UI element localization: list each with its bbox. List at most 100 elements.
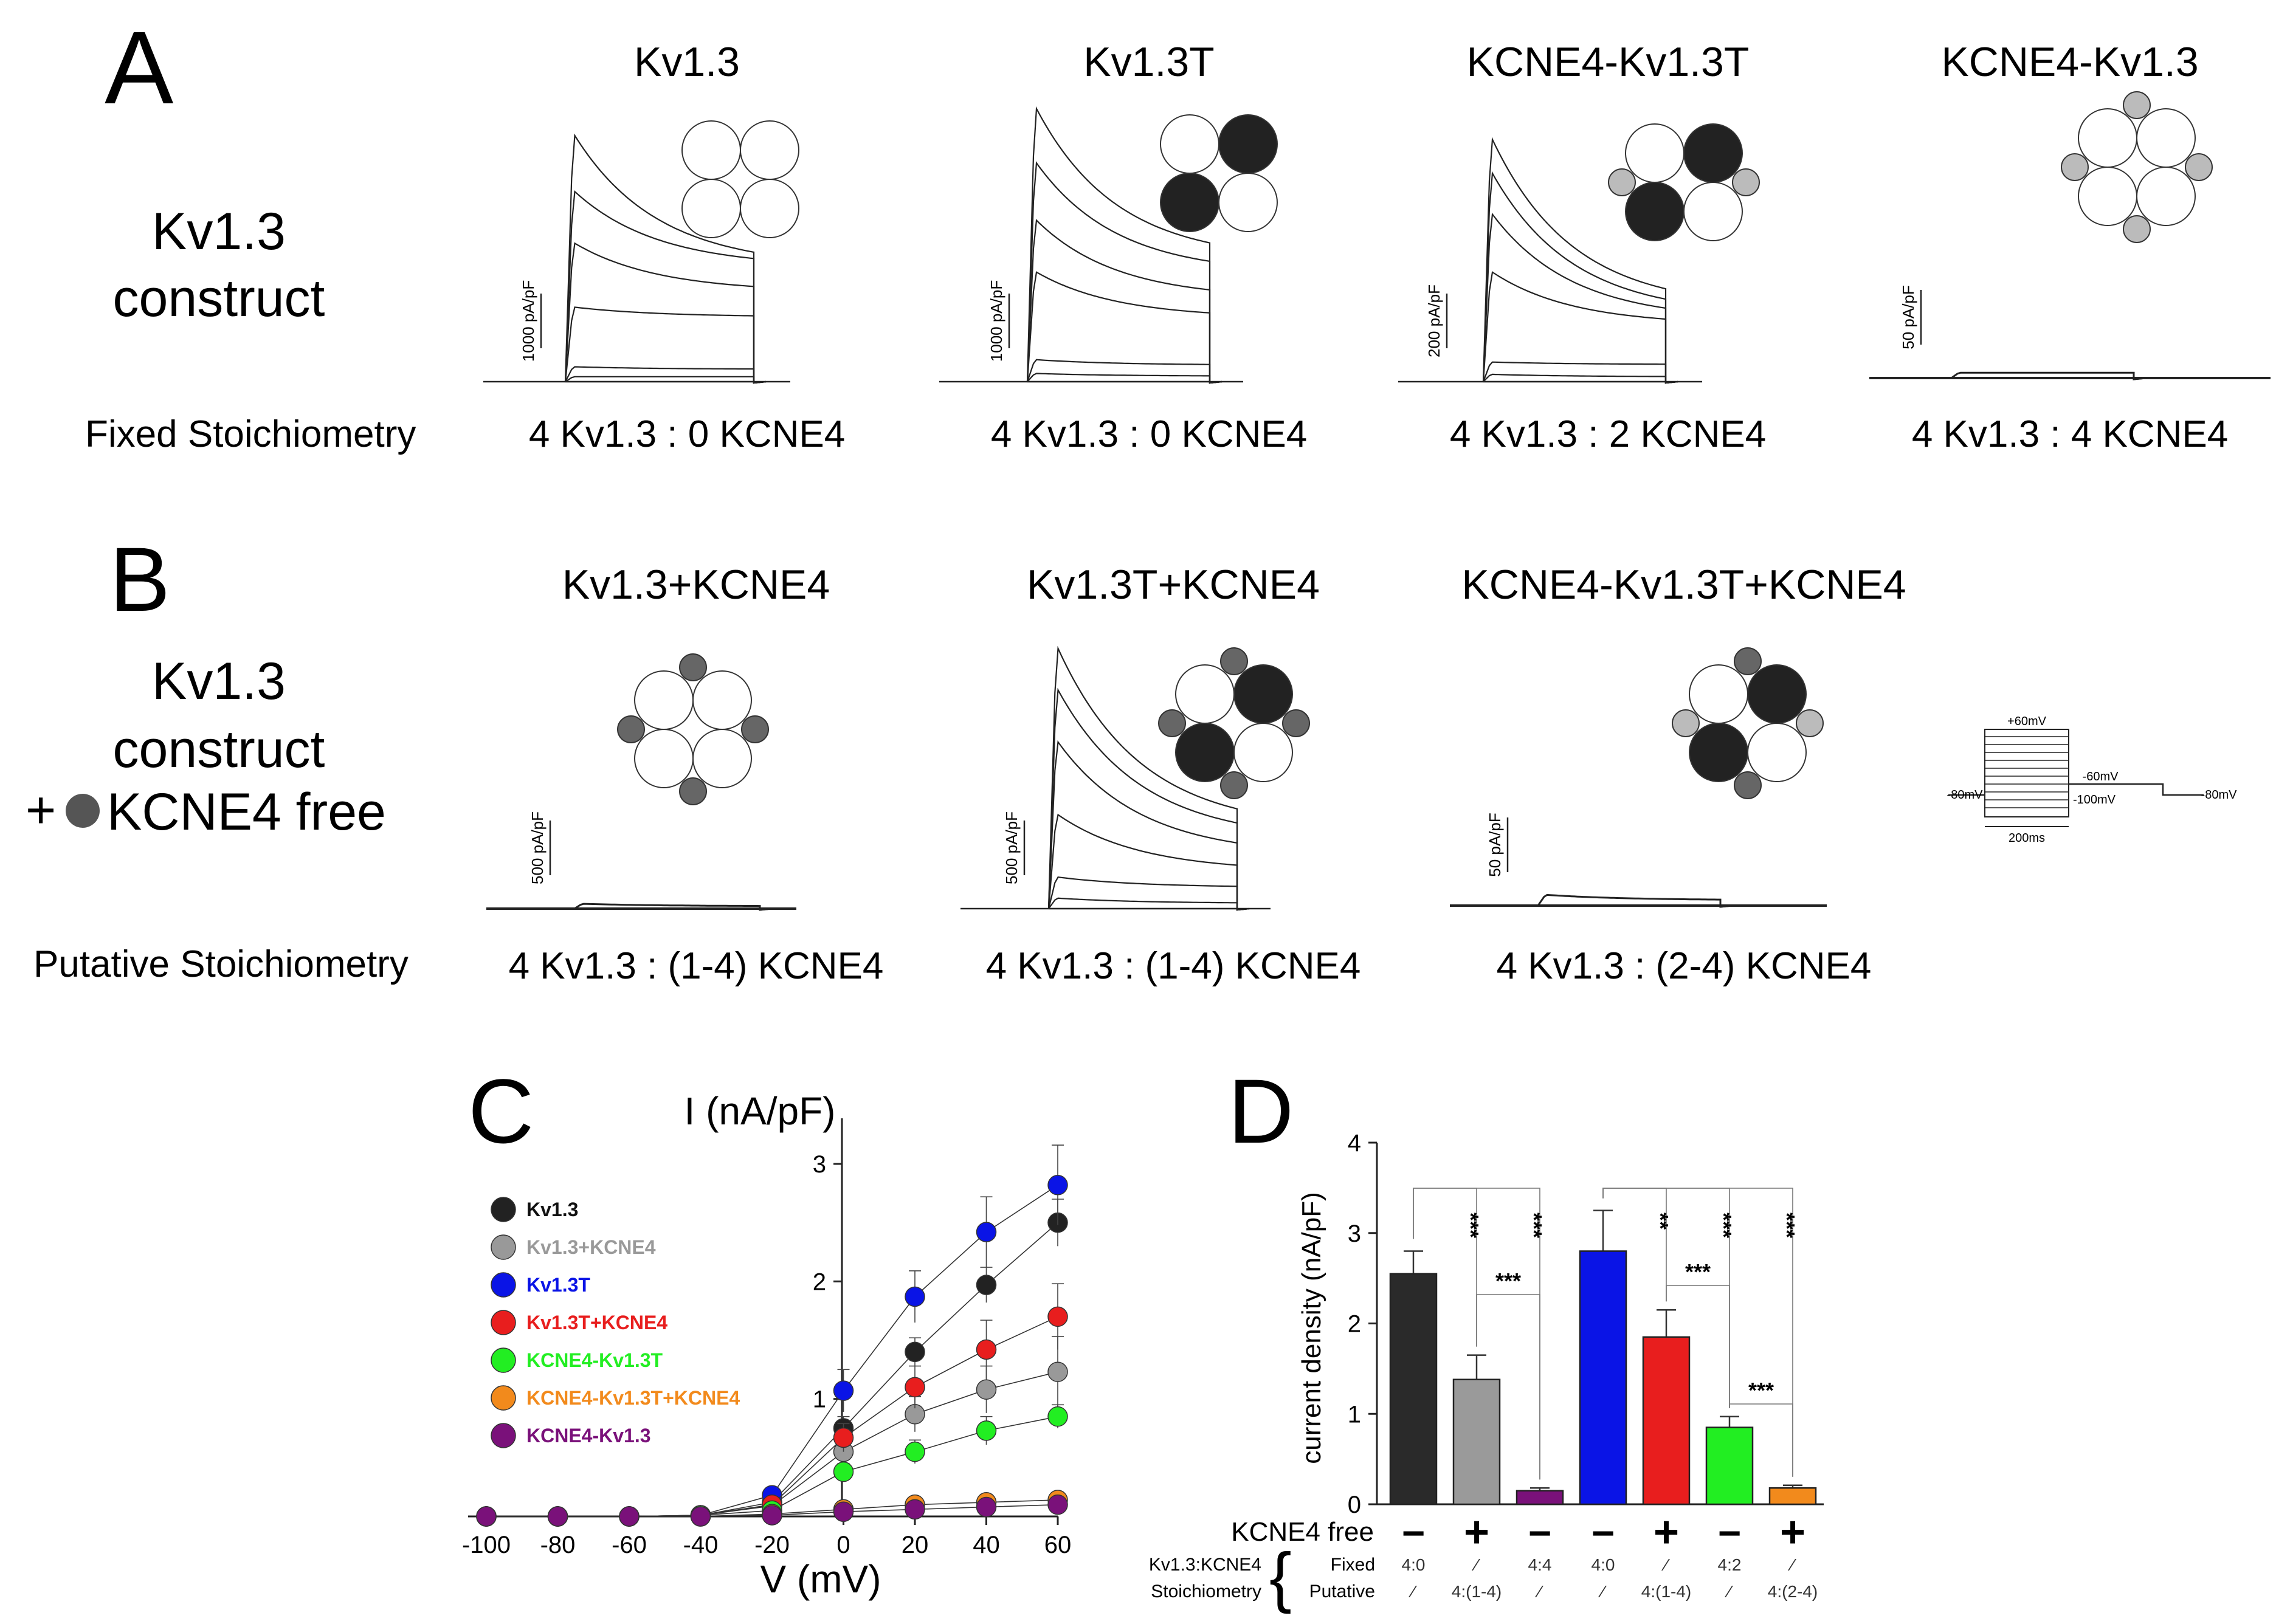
density-y-tick-label: 3 — [1348, 1220, 1361, 1247]
current-trace-a1-3 — [1026, 271, 1222, 384]
trace-title-a1: Kv1.3T — [1083, 39, 1214, 85]
kcne4-subunit-icon — [1732, 168, 1760, 196]
iv-point — [976, 1496, 997, 1518]
trace-panel-b0: Kv1.3+KCNE4 4 Kv1.3 : (1-4) KCNE4 500 pA/p… — [486, 562, 883, 987]
sig-label: *** — [1522, 1213, 1547, 1238]
current-trace-b0-5 — [574, 903, 773, 911]
current-trace-a0-5 — [565, 376, 767, 384]
current-trace-b2-6 — [1538, 904, 1733, 908]
iv-ylabel: I (nA/pF) — [685, 1089, 836, 1133]
row-label-stoichiometry: Stoichiometry — [1151, 1581, 1261, 1602]
trace-scale-label-b1: 500 pA/pF — [1002, 811, 1021, 884]
panel-b-row-label-1: Kv1.3 — [152, 652, 286, 710]
sig-bracket-2: *** — [1476, 1268, 1540, 1480]
fixed-stoich: 4:0 — [1591, 1555, 1615, 1574]
iv-point — [976, 1339, 997, 1360]
kcne4-free-sign: + — [1654, 1508, 1679, 1557]
current-trace-a1-5 — [1027, 373, 1222, 384]
panel-b-row-label-free: KCNE4 free — [107, 783, 386, 841]
trace-stoich-a0: 4 Kv1.3 : 0 KCNE4 — [529, 413, 845, 455]
iv-legend: Kv1.3 Kv1.3+KCNE4 Kv1.3T Kv1.3T+KCNE4 KCNE4-… — [491, 1197, 740, 1448]
kcne4-subunit-icon — [1282, 709, 1310, 737]
sig-label: *** — [1774, 1213, 1799, 1238]
legend-marker — [491, 1385, 516, 1411]
panel-b-row-label-2: construct — [113, 720, 325, 779]
iv-point — [619, 1506, 640, 1527]
trace-scale-label-b2: 50 pA/pF — [1486, 813, 1504, 877]
protocol-vtail: -60mV — [2083, 770, 2119, 783]
iv-x-tick-label: 0 — [836, 1532, 850, 1558]
row-label-putative: Putative — [1309, 1581, 1375, 1602]
kcne4-subunit-icon — [2123, 215, 2151, 243]
protocol-duration: 200ms — [2009, 831, 2045, 845]
panel-a-stoich-label: Fixed Stoichiometry — [85, 413, 416, 455]
trace-stoich-a1: 4 Kv1.3 : 0 KCNE4 — [991, 413, 1307, 455]
iv-x-tick-label: -40 — [683, 1532, 719, 1558]
current-trace-a3-6 — [1951, 377, 2147, 380]
trace-scale-label-a2: 200 pA/pF — [1425, 284, 1443, 357]
kcne4-subunit-icon — [1158, 709, 1186, 737]
protocol-vtest: +60mV — [2007, 715, 2047, 728]
iv-series-6 — [476, 1494, 1068, 1527]
current-trace-a0-4 — [565, 366, 767, 384]
protocol-tail-line — [2069, 783, 2204, 796]
current-trace-a2-3 — [1482, 270, 1678, 384]
iv-x-tick-label: 60 — [1044, 1532, 1072, 1558]
legend-marker — [491, 1234, 516, 1260]
kv13-subunit-icon — [1625, 182, 1685, 241]
density-bar — [1768, 1487, 1817, 1505]
iv-x-tick-label: -100 — [462, 1532, 511, 1558]
kv13-subunit-icon — [1175, 664, 1235, 724]
sig-bracket-6: *** — [1666, 1259, 1730, 1408]
kcne4-subunit-icon — [2123, 91, 2151, 119]
legend-label: Kv1.3 — [526, 1199, 578, 1220]
current-trace-a0-3 — [564, 306, 767, 384]
putative-stoich: ⁄ — [1598, 1582, 1607, 1601]
current-trace-a1-1 — [1026, 161, 1222, 384]
kcne4-subunit-icon — [617, 715, 645, 743]
kcne4-subunit-icon — [1220, 771, 1248, 799]
kcne4-free-sign: − — [1528, 1510, 1552, 1555]
putative-stoich: ⁄ — [1725, 1582, 1734, 1601]
kv13-subunit-icon — [1747, 723, 1807, 782]
kv13-subunit-icon — [740, 179, 799, 238]
iv-point — [833, 1427, 854, 1448]
trace-panel-a0: Kv1.3 4 Kv1.3 : 0 KCNE4 1000 pA/pF — [483, 39, 845, 455]
panel-letter-d: D — [1228, 1060, 1294, 1162]
panel-b-traces: Kv1.3+KCNE4 4 Kv1.3 : (1-4) KCNE4 500 pA/p… — [486, 562, 1906, 987]
kcne4-free-sign: − — [1402, 1510, 1426, 1555]
current-trace-a0-2 — [564, 242, 767, 384]
fixed-stoich: 4:0 — [1402, 1555, 1426, 1574]
sig-label: *** — [1685, 1259, 1711, 1284]
kv13-subunit-icon — [1233, 723, 1293, 782]
legend-marker — [491, 1423, 516, 1448]
current-trace-b1-2 — [1047, 740, 1250, 911]
table-brace: { — [1269, 1540, 1292, 1614]
current-trace-b2-5 — [1537, 893, 1733, 908]
iv-point — [1047, 1361, 1068, 1382]
density-y-tick-label: 2 — [1348, 1311, 1361, 1338]
density-bar — [1579, 1250, 1627, 1505]
density-bar — [1516, 1490, 1564, 1505]
panel-letter-a: A — [105, 10, 174, 126]
trace-title-b1: Kv1.3T+KCNE4 — [1027, 562, 1320, 608]
panel-a-row-label-1: Kv1.3 — [152, 202, 286, 261]
sig-label: *** — [1748, 1378, 1774, 1403]
panel-letter-c: C — [468, 1060, 534, 1162]
trace-panel-b2: KCNE4-Kv1.3T+KCNE4 4 Kv1.3 : (2-4) KCNE4 5… — [1450, 562, 1906, 987]
current-trace-a1-0 — [1026, 106, 1222, 384]
trace-stoich-b1: 4 Kv1.3 : (1-4) KCNE4 — [986, 945, 1361, 987]
current-trace-b0-6 — [574, 907, 773, 911]
trace-panel-b1: Kv1.3T+KCNE4 4 Kv1.3 : (1-4) KCNE4 500 pA/… — [960, 562, 1360, 987]
kv13-subunit-icon — [681, 179, 741, 238]
kv13-subunit-icon — [1625, 123, 1685, 183]
kv13-subunit-icon — [1683, 123, 1743, 183]
iv-point — [1047, 1494, 1068, 1515]
iv-point — [1047, 1306, 1068, 1327]
kv13-subunit-icon — [1175, 723, 1235, 782]
iv-point — [1047, 1175, 1068, 1196]
iv-y-tick-label: 2 — [813, 1268, 826, 1295]
kv13-subunit-icon — [1233, 664, 1293, 724]
